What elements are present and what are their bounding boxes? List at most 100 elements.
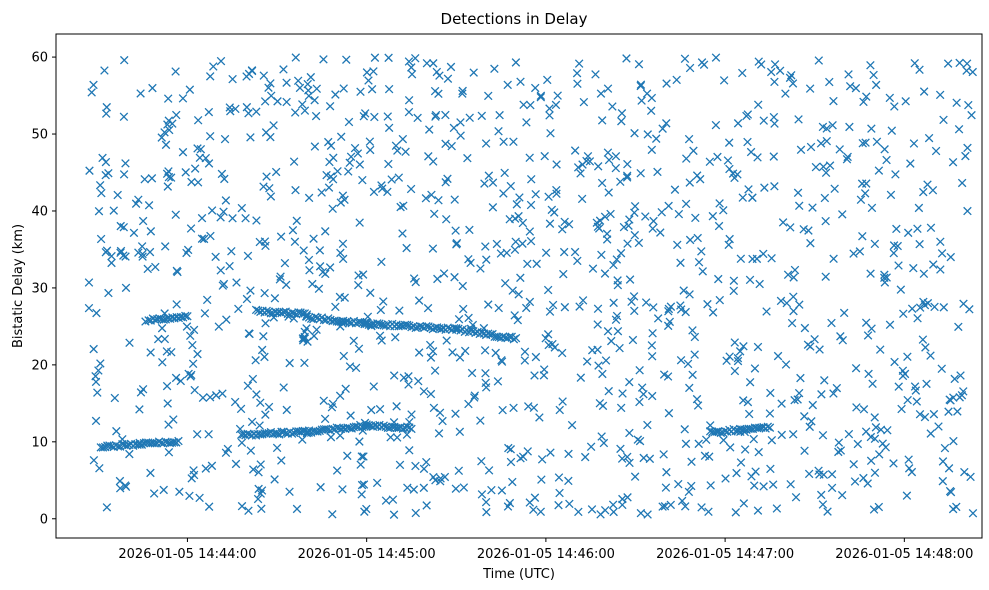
data-point — [616, 444, 625, 454]
data-point — [765, 423, 775, 432]
data-point — [536, 507, 546, 516]
x-tick-label: 2026-01-05 14:47:00 — [656, 547, 794, 562]
data-point — [898, 371, 908, 381]
data-point — [554, 473, 564, 482]
data-point — [815, 470, 824, 479]
data-point — [511, 333, 521, 343]
data-point — [558, 397, 567, 406]
data-point — [292, 216, 302, 226]
data-point — [949, 393, 958, 402]
data-point — [560, 217, 569, 227]
data-point — [143, 264, 153, 274]
data-point — [748, 193, 757, 202]
data-point — [285, 358, 294, 368]
data-point — [736, 458, 746, 467]
data-point — [773, 351, 783, 361]
data-point — [697, 58, 707, 67]
data-point — [317, 188, 326, 197]
y-tick-label: 30 — [31, 281, 48, 296]
data-point — [138, 384, 148, 394]
data-point — [375, 331, 385, 341]
data-point — [500, 278, 510, 288]
data-point — [125, 449, 134, 459]
data-point — [744, 185, 753, 194]
data-point — [359, 111, 369, 121]
data-point — [866, 269, 875, 278]
data-point — [935, 90, 945, 100]
data-point — [244, 109, 253, 118]
data-point — [541, 248, 551, 258]
data-point — [582, 357, 592, 366]
data-point — [523, 259, 532, 269]
data-point — [615, 343, 624, 353]
data-point — [441, 139, 450, 149]
data-point — [573, 163, 583, 172]
data-point — [653, 167, 662, 177]
data-point — [800, 323, 810, 333]
data-point — [904, 464, 914, 473]
data-point — [636, 80, 646, 89]
data-point — [807, 417, 816, 426]
data-point — [525, 153, 534, 162]
data-point — [664, 408, 674, 418]
data-point — [331, 90, 340, 99]
data-point — [214, 322, 224, 331]
data-point — [458, 86, 467, 96]
data-point — [782, 298, 792, 308]
data-point — [422, 501, 431, 510]
data-point — [892, 224, 901, 234]
data-point — [637, 96, 646, 105]
data-point — [483, 91, 493, 101]
data-point — [163, 182, 173, 191]
data-point — [680, 502, 690, 511]
data-point — [309, 234, 318, 243]
data-point — [181, 311, 190, 321]
data-point — [937, 249, 947, 258]
data-point — [616, 403, 626, 413]
data-point — [800, 412, 809, 421]
data-point — [84, 278, 94, 287]
data-point — [647, 351, 657, 361]
plot-frame — [55, 33, 983, 539]
data-point — [740, 445, 750, 454]
data-point — [494, 126, 503, 136]
data-point — [612, 311, 622, 321]
data-point — [285, 487, 294, 496]
data-point — [328, 175, 338, 184]
data-point — [625, 377, 634, 387]
data-point — [516, 77, 525, 87]
data-point — [171, 110, 181, 120]
data-point — [365, 145, 375, 155]
data-point — [146, 468, 155, 478]
data-point — [794, 201, 804, 211]
data-point — [657, 208, 666, 217]
data-point — [149, 489, 159, 498]
data-point — [391, 333, 400, 342]
data-point — [648, 329, 657, 338]
data-point — [821, 216, 830, 226]
data-point — [162, 347, 172, 356]
data-point — [510, 245, 520, 255]
data-point — [767, 254, 776, 263]
data-point — [565, 499, 574, 509]
data-point — [343, 167, 353, 176]
data-point — [312, 84, 322, 94]
data-point — [697, 247, 706, 256]
data-point — [821, 168, 831, 178]
data-point — [938, 476, 948, 486]
data-point — [526, 200, 536, 210]
data-point — [465, 225, 474, 235]
data-point — [766, 67, 776, 77]
data-point — [449, 123, 459, 133]
data-point — [946, 252, 956, 262]
data-point — [237, 501, 247, 511]
data-point — [435, 477, 445, 486]
data-point — [509, 335, 519, 344]
data-point — [713, 152, 722, 162]
data-point — [341, 384, 350, 394]
data-point — [641, 298, 651, 307]
data-point — [338, 191, 348, 200]
data-point — [664, 306, 673, 316]
data-point — [736, 254, 746, 264]
data-point — [747, 472, 756, 481]
